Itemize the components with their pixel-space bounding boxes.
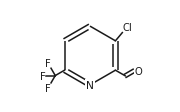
Text: Cl: Cl [123, 23, 132, 33]
Text: O: O [134, 66, 142, 76]
Text: F: F [45, 84, 51, 94]
Text: F: F [45, 58, 51, 68]
Text: N: N [86, 80, 94, 90]
Text: F: F [40, 71, 46, 81]
